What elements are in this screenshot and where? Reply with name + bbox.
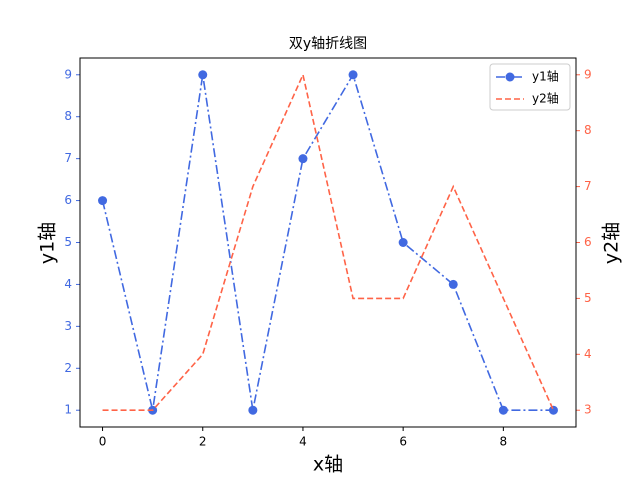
x-tick-label: 6 [399,435,407,449]
y-tick-label: 9 [64,67,72,81]
legend-label: y2轴 [532,91,559,106]
y2-tick-label: 5 [584,291,592,305]
y2-tick-label: 8 [584,123,592,137]
y-tick-label: 7 [64,151,72,165]
y-tick-label: 2 [64,361,72,375]
data-point [398,238,408,247]
data-point [348,70,358,80]
y-tick-label: 8 [64,109,72,123]
y-tick-label: 6 [64,193,72,207]
data-point [498,405,508,415]
data-point [198,70,208,80]
y-tick-label: 5 [64,235,72,249]
x-axis-label: x轴 [313,454,343,476]
chart-title: 双y轴折线图 [289,36,367,52]
y-axis-label: y1轴 [37,222,59,264]
y2-tick-label: 9 [584,67,592,81]
plot-frame [79,57,577,428]
x-tick-label: 0 [99,435,107,449]
data-point [548,405,558,415]
legend-label: y1轴 [532,69,559,84]
y2-tick-label: 6 [584,235,592,249]
legend-marker [505,72,515,82]
x-tick-label: 2 [199,435,207,449]
x-tick-label: 8 [500,435,508,449]
y2-tick-label: 7 [584,179,592,193]
y2-tick-label: 3 [584,403,592,417]
series-line [102,72,555,412]
y2-axis-label: y2轴 [601,222,623,264]
y-tick-label: 4 [64,277,72,291]
data-point [248,405,258,415]
x-tick-label: 4 [299,435,307,449]
y2-tick-label: 4 [584,347,592,361]
y-tick-label: 1 [64,403,72,417]
data-point [298,154,308,164]
data-point [448,279,458,289]
data-point [98,196,108,206]
y-tick-label: 3 [64,319,72,333]
